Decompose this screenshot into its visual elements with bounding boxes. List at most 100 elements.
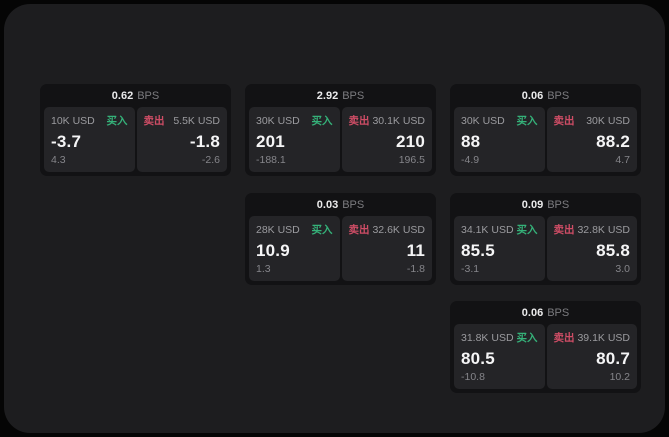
buy-amount: 30K USD — [256, 114, 300, 127]
sell-label: 卖出 — [348, 224, 370, 236]
bps-value: 0.62 — [111, 89, 134, 102]
sell-pane-top: 卖出 30K USD — [554, 113, 631, 128]
buy-price: 85.5 — [461, 240, 495, 260]
sell-amount: 32.8K USD — [577, 223, 630, 236]
buy-amount: 28K USD — [256, 223, 300, 236]
buy-pane[interactable]: 10K USD 买入 -3.7 4.3 — [44, 107, 135, 172]
buy-amount: 34.1K USD — [461, 223, 514, 236]
sell-pane-top: 卖出 39.1K USD — [554, 330, 631, 345]
buy-pane-top: 30K USD 买入 — [461, 113, 538, 128]
quote-card: 0.62 BPS 10K USD 买入 -3.7 4.3 卖出 5.5K USD… — [40, 84, 231, 176]
sell-pane-top: 卖出 32.8K USD — [554, 222, 631, 237]
sell-pane[interactable]: 卖出 32.8K USD 85.8 3.0 — [546, 216, 637, 281]
buy-label: 买入 — [516, 224, 538, 236]
buy-sub-value: -10.8 — [461, 370, 485, 383]
sell-pane[interactable]: 卖出 32.6K USD 11 -1.8 — [341, 216, 432, 281]
buy-pane[interactable]: 34.1K USD 买入 85.5 -3.1 — [454, 216, 545, 281]
buy-amount: 30K USD — [461, 114, 505, 127]
sell-amount: 32.6K USD — [372, 223, 425, 236]
sell-price: -1.8 — [189, 131, 220, 151]
quote-body: 31.8K USD 买入 80.5 -10.8 卖出 39.1K USD 80.… — [450, 324, 641, 393]
buy-pane[interactable]: 30K USD 买入 201 -188.1 — [249, 107, 340, 172]
sell-pane-top: 卖出 5.5K USD — [144, 113, 221, 128]
sell-label: 卖出 — [348, 115, 370, 127]
app-surface: 0.62 BPS 10K USD 买入 -3.7 4.3 卖出 5.5K USD… — [4, 4, 665, 433]
buy-label: 买入 — [516, 115, 538, 127]
sell-label: 卖出 — [553, 332, 575, 344]
sell-sub-value: 196.5 — [398, 153, 425, 166]
quote-body: 34.1K USD 买入 85.5 -3.1 卖出 32.8K USD 85.8… — [450, 216, 641, 285]
buy-price: 201 — [256, 131, 285, 151]
buy-pane[interactable]: 28K USD 买入 10.9 1.3 — [249, 216, 340, 281]
quote-card: 0.09 BPS 34.1K USD 买入 85.5 -3.1 卖出 32.8K… — [450, 193, 641, 285]
buy-pane[interactable]: 30K USD 买入 88 -4.9 — [454, 107, 545, 172]
buy-label: 买入 — [516, 332, 538, 344]
quote-card: 0.06 BPS 31.8K USD 买入 80.5 -10.8 卖出 39.1… — [450, 301, 641, 393]
buy-pane-top: 28K USD 买入 — [256, 222, 333, 237]
buy-price: 80.5 — [461, 348, 495, 368]
bps-unit: BPS — [547, 198, 570, 211]
quote-body: 30K USD 买入 88 -4.9 卖出 30K USD 88.2 4.7 — [450, 107, 641, 176]
sell-amount: 39.1K USD — [577, 331, 630, 344]
bps-header: 0.62 BPS — [40, 84, 231, 107]
sell-sub-value: 3.0 — [615, 262, 630, 275]
quote-body: 30K USD 买入 201 -188.1 卖出 30.1K USD 210 1… — [245, 107, 436, 176]
sell-price: 210 — [396, 131, 425, 151]
sell-pane-top: 卖出 30.1K USD — [349, 113, 426, 128]
buy-pane-top: 10K USD 买入 — [51, 113, 128, 128]
bps-unit: BPS — [342, 89, 365, 102]
buy-sub-value: 1.3 — [256, 262, 271, 275]
sell-label: 卖出 — [143, 115, 165, 127]
sell-label: 卖出 — [553, 115, 575, 127]
bps-value: 0.06 — [521, 89, 544, 102]
sell-pane[interactable]: 卖出 30K USD 88.2 4.7 — [546, 107, 637, 172]
bps-unit: BPS — [547, 306, 570, 319]
quote-card: 0.06 BPS 30K USD 买入 88 -4.9 卖出 30K USD 8… — [450, 84, 641, 176]
sell-amount: 30.1K USD — [372, 114, 425, 127]
buy-amount: 31.8K USD — [461, 331, 514, 344]
buy-label: 买入 — [311, 115, 333, 127]
sell-amount: 30K USD — [586, 114, 630, 127]
sell-price: 80.7 — [596, 348, 630, 368]
bps-unit: BPS — [342, 198, 365, 211]
sell-price: 88.2 — [596, 131, 630, 151]
buy-price: -3.7 — [51, 131, 82, 151]
buy-pane-top: 31.8K USD 买入 — [461, 330, 538, 345]
buy-sub-value: 4.3 — [51, 153, 66, 166]
quote-card: 0.03 BPS 28K USD 买入 10.9 1.3 卖出 32.6K US… — [245, 193, 436, 285]
quote-card: 2.92 BPS 30K USD 买入 201 -188.1 卖出 30.1K … — [245, 84, 436, 176]
bps-value: 0.03 — [316, 198, 339, 211]
sell-pane[interactable]: 卖出 30.1K USD 210 196.5 — [341, 107, 432, 172]
bps-header: 0.09 BPS — [450, 193, 641, 216]
buy-price: 88 — [461, 131, 481, 151]
sell-sub-value: -2.6 — [201, 153, 220, 166]
buy-price: 10.9 — [256, 240, 290, 260]
buy-sub-value: -4.9 — [461, 153, 480, 166]
bps-unit: BPS — [137, 89, 160, 102]
bps-value: 0.06 — [521, 306, 544, 319]
bps-header: 2.92 BPS — [245, 84, 436, 107]
buy-pane-top: 34.1K USD 买入 — [461, 222, 538, 237]
sell-pane-top: 卖出 32.6K USD — [349, 222, 426, 237]
bps-header: 0.03 BPS — [245, 193, 436, 216]
sell-sub-value: -1.8 — [406, 262, 425, 275]
buy-pane-top: 30K USD 买入 — [256, 113, 333, 128]
sell-pane[interactable]: 卖出 39.1K USD 80.7 10.2 — [546, 324, 637, 389]
bps-header: 0.06 BPS — [450, 84, 641, 107]
bps-unit: BPS — [547, 89, 570, 102]
buy-amount: 10K USD — [51, 114, 95, 127]
quote-body: 28K USD 买入 10.9 1.3 卖出 32.6K USD 11 -1.8 — [245, 216, 436, 285]
sell-pane[interactable]: 卖出 5.5K USD -1.8 -2.6 — [136, 107, 227, 172]
buy-label: 买入 — [106, 115, 128, 127]
bps-value: 0.09 — [521, 198, 544, 211]
sell-price: 11 — [406, 240, 425, 260]
sell-label: 卖出 — [553, 224, 575, 236]
buy-label: 买入 — [311, 224, 333, 236]
bps-value: 2.92 — [316, 89, 339, 102]
bps-header: 0.06 BPS — [450, 301, 641, 324]
buy-sub-value: -3.1 — [461, 262, 480, 275]
sell-sub-value: 4.7 — [615, 153, 630, 166]
sell-price: 85.8 — [596, 240, 630, 260]
buy-pane[interactable]: 31.8K USD 买入 80.5 -10.8 — [454, 324, 545, 389]
sell-sub-value: 10.2 — [609, 370, 630, 383]
